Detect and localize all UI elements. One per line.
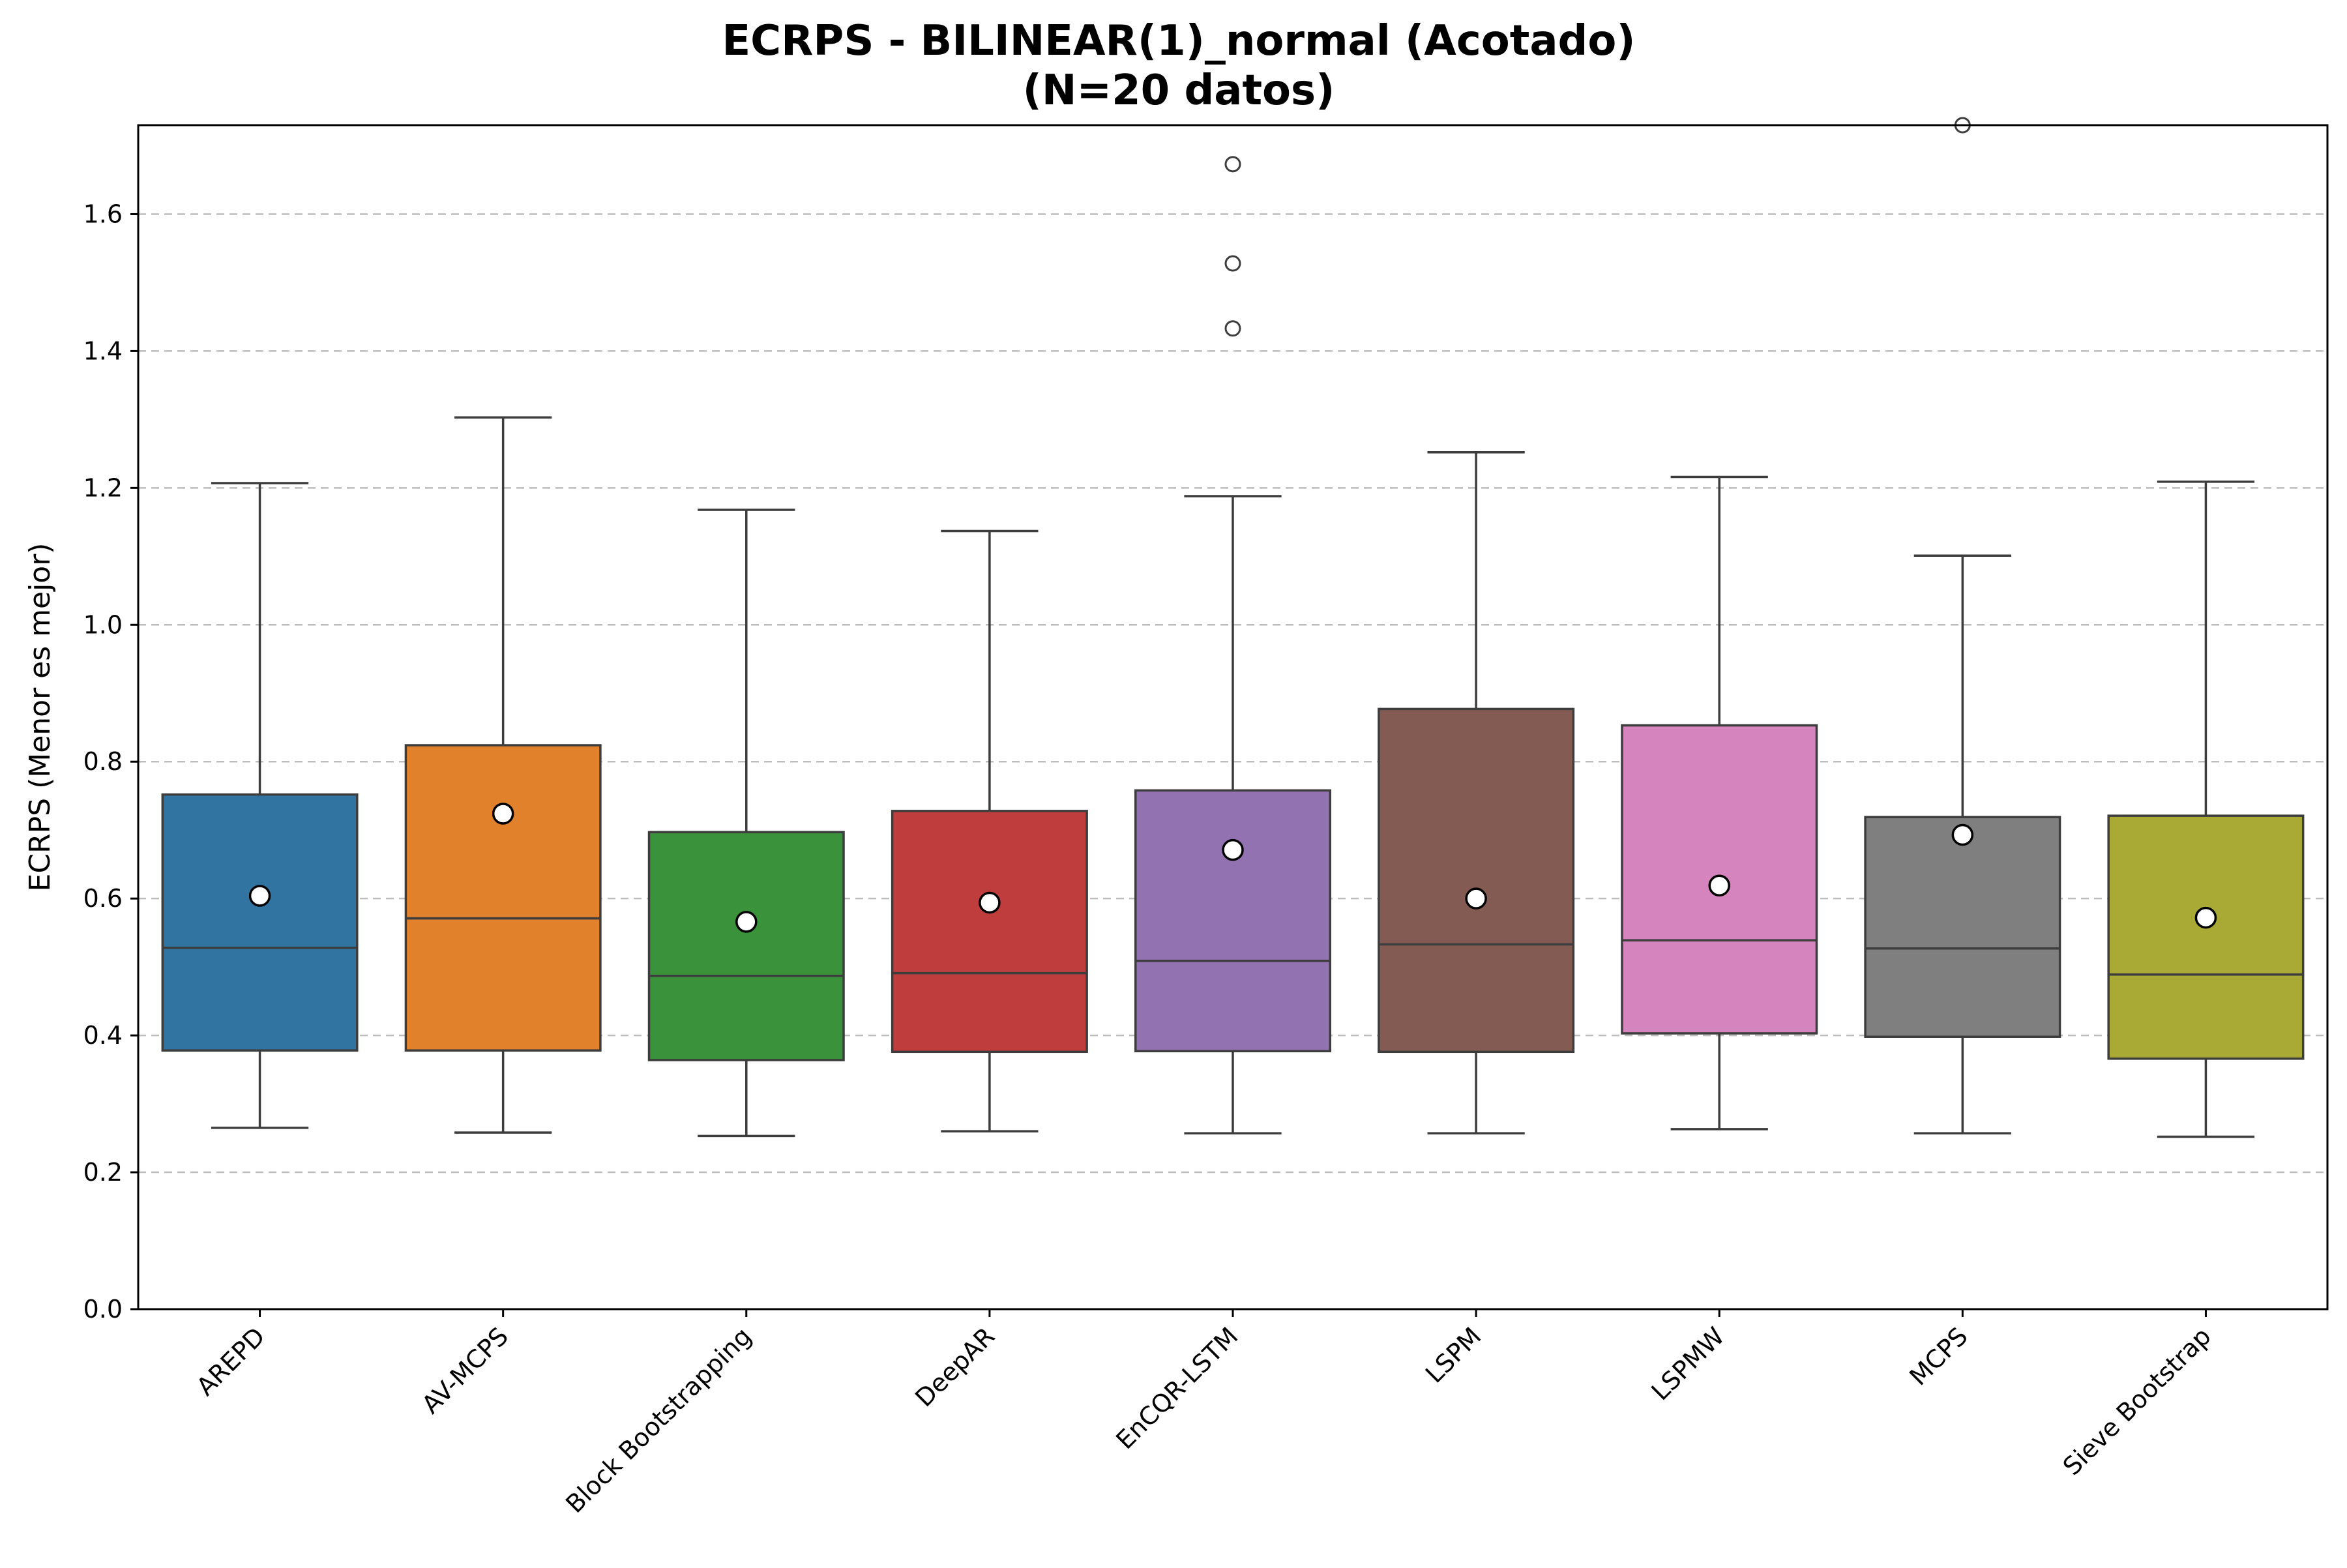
mean-marker bbox=[1222, 838, 1244, 861]
iqr-box bbox=[1378, 707, 1575, 1054]
chart-title-line-2: (N=20 datos) bbox=[1023, 67, 1335, 115]
mean-marker bbox=[735, 911, 758, 933]
x-tick-label: MCPS bbox=[1904, 1322, 1973, 1391]
box-sieve-bootstrap bbox=[2107, 481, 2305, 1138]
y-tick-label: 0.8 bbox=[83, 747, 123, 776]
mean-marker bbox=[2194, 906, 2217, 929]
chart-title: ECRPS - BILINEAR(1)_normal (Acotado) (N=… bbox=[722, 17, 1635, 115]
y-tick-label: 0.0 bbox=[83, 1295, 123, 1324]
x-tick-label: LSPMW bbox=[1646, 1322, 1730, 1406]
mean-marker bbox=[248, 885, 271, 907]
mean-marker bbox=[1465, 887, 1487, 910]
x-axis-ticks: AREPD AV-MCPS Block Bootstrapping DeepAR EnC… bbox=[191, 1309, 2217, 1518]
mean-marker bbox=[492, 803, 514, 825]
x-tick-label: EnCQR-LSTM bbox=[1110, 1322, 1243, 1455]
boxes bbox=[161, 117, 2305, 1138]
y-tick-label: 0.6 bbox=[83, 884, 123, 913]
box-lspm bbox=[1378, 451, 1575, 1134]
x-tick-label: AV-MCPS bbox=[417, 1322, 514, 1419]
y-tick-label: 1.6 bbox=[83, 200, 123, 228]
x-tick-label: LSPM bbox=[1420, 1322, 1487, 1389]
mean-marker bbox=[1708, 874, 1730, 896]
outlier-point bbox=[1224, 156, 1241, 173]
iqr-box bbox=[161, 793, 359, 1052]
mean-marker bbox=[1951, 823, 1974, 846]
y-axis-label: ECRPS (Menor es mejor) bbox=[23, 543, 57, 892]
box-block-bootstrapping bbox=[647, 509, 845, 1138]
mean-marker bbox=[979, 891, 1001, 914]
box-mcps bbox=[1864, 117, 2061, 1134]
x-tick-label: DeepAR bbox=[909, 1322, 1000, 1412]
y-tick-label: 1.4 bbox=[83, 336, 123, 365]
y-tick-label: 0.4 bbox=[83, 1021, 123, 1050]
x-tick-label: Block Bootstrapping bbox=[560, 1322, 757, 1518]
x-tick-label: Sieve Bootstrap bbox=[2058, 1322, 2217, 1481]
outlier-point bbox=[1224, 320, 1241, 337]
iqr-box bbox=[404, 744, 602, 1052]
y-tick-label: 1.2 bbox=[83, 473, 123, 502]
box-av-mcps bbox=[404, 416, 602, 1134]
chart-title-line-1: ECRPS - BILINEAR(1)_normal (Acotado) bbox=[722, 17, 1635, 65]
x-tick-label: AREPD bbox=[191, 1322, 271, 1401]
iqr-box bbox=[891, 810, 1088, 1054]
outlier-point bbox=[1224, 255, 1241, 272]
y-tick-label: 1.0 bbox=[83, 610, 123, 639]
iqr-box bbox=[1134, 789, 1331, 1053]
box-arepd bbox=[161, 482, 359, 1129]
box-encqr-lstm bbox=[1134, 156, 1331, 1134]
box-lspmw bbox=[1621, 475, 1818, 1131]
iqr-box bbox=[647, 831, 845, 1061]
y-axis-ticks: 0.0 0.2 0.4 0.6 0.8 1.0 1.2 1.4 1.6 bbox=[83, 200, 138, 1324]
box-deepar bbox=[891, 529, 1088, 1132]
iqr-box bbox=[1864, 816, 2061, 1038]
y-tick-label: 0.2 bbox=[83, 1158, 123, 1187]
iqr-box bbox=[2107, 814, 2305, 1060]
